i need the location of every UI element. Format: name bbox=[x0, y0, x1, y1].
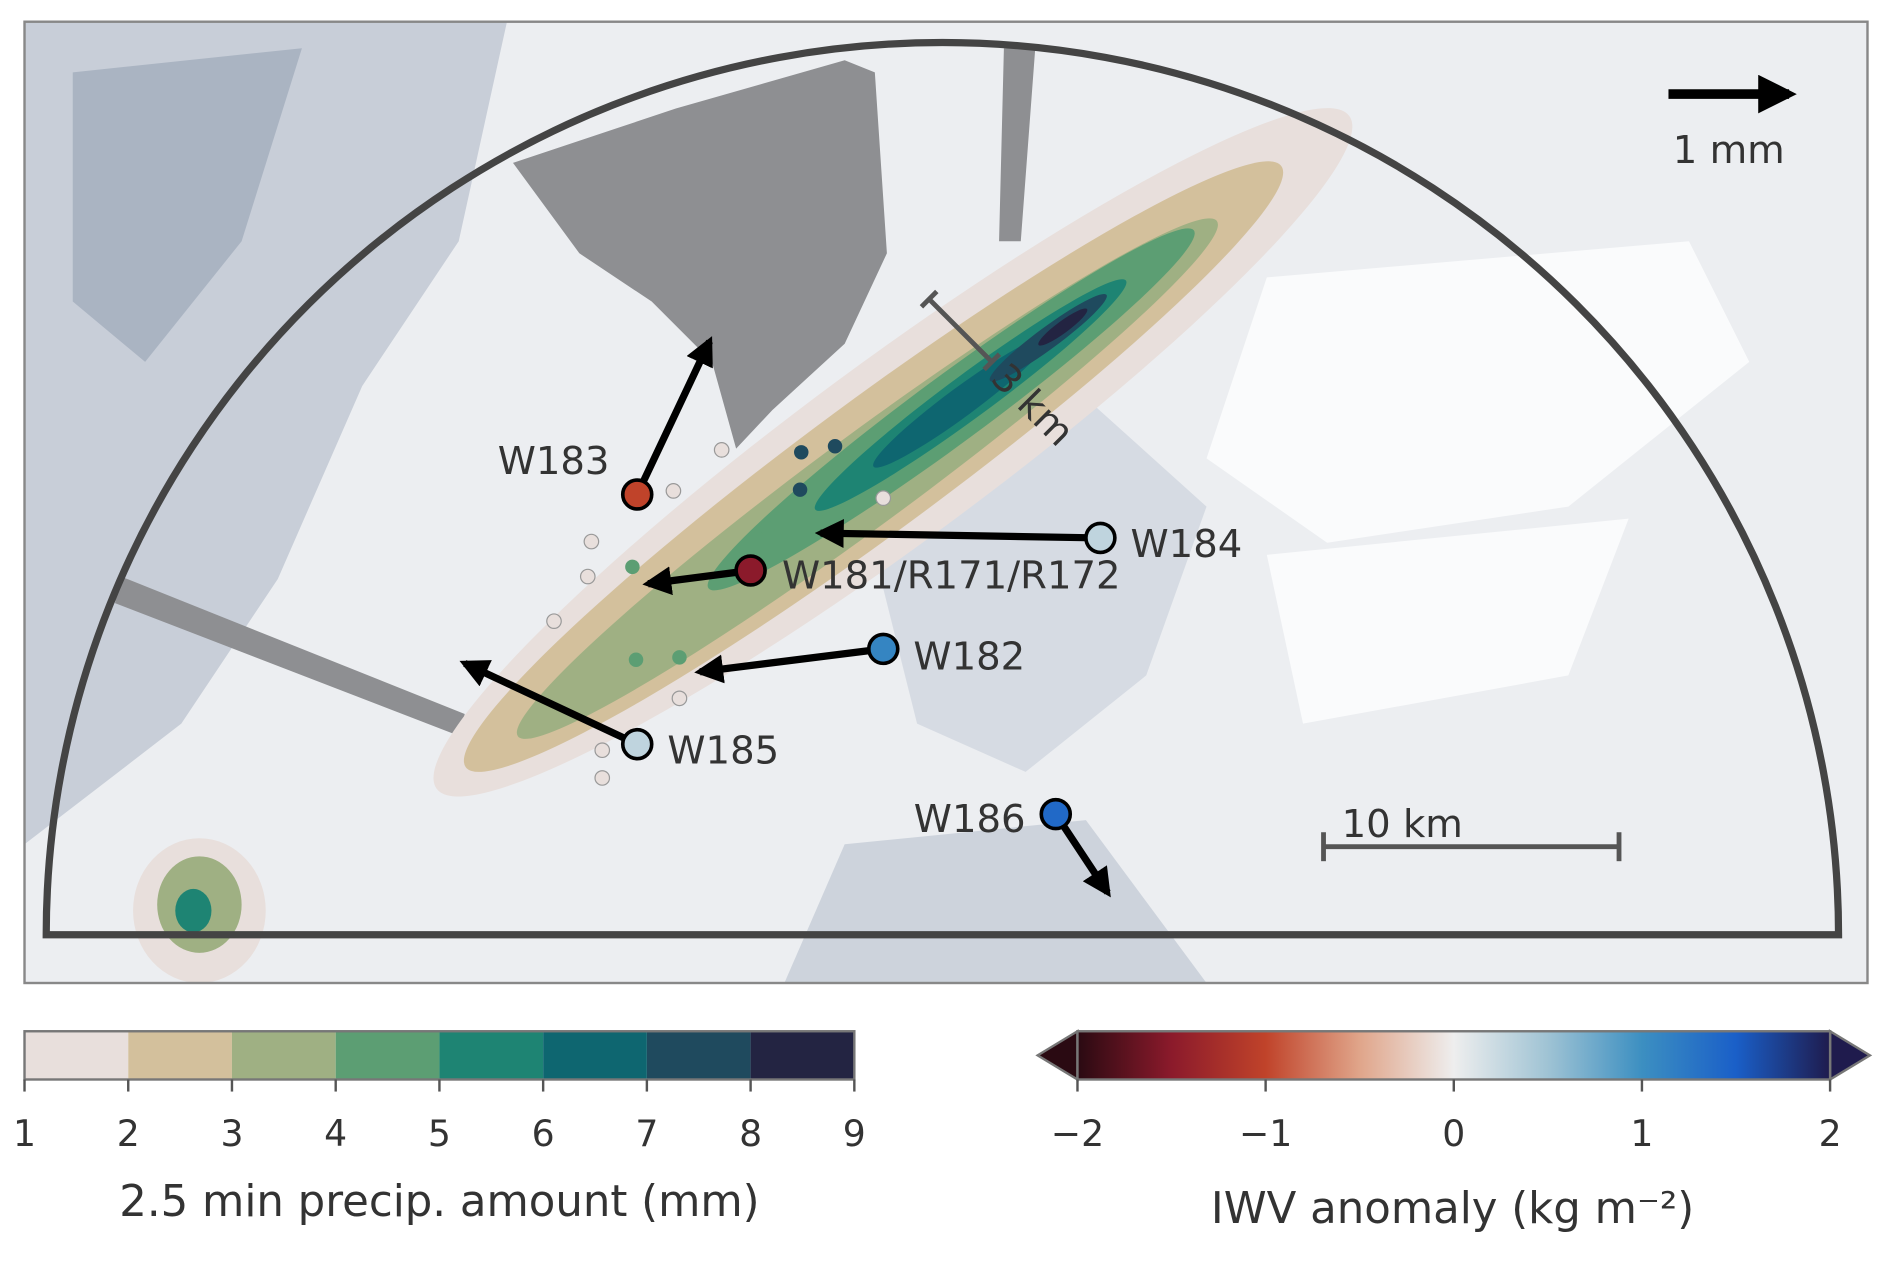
colorbar-tick-label: 1 bbox=[13, 1112, 36, 1155]
displacement-arrow bbox=[633, 336, 713, 497]
map-frame bbox=[23, 20, 1869, 985]
station-label: W182 bbox=[913, 634, 1025, 679]
colorbar-segment bbox=[24, 1031, 129, 1080]
scale-bar bbox=[1321, 832, 1622, 862]
scale-bar bbox=[919, 289, 1002, 372]
station bbox=[734, 554, 767, 587]
station-label: W185 bbox=[667, 728, 779, 773]
colorbar-tick-label: 3 bbox=[220, 1112, 243, 1155]
station bbox=[1039, 797, 1073, 831]
station bbox=[620, 478, 654, 511]
colorbar-tick-label: 6 bbox=[532, 1112, 555, 1155]
reference-arrow-label: 1 mm bbox=[1673, 128, 1785, 173]
colorbar-label: 2.5 min precip. amount (mm) bbox=[119, 1177, 759, 1227]
station-label: W186 bbox=[914, 797, 1026, 842]
colorbar-tick-label: 1 bbox=[1630, 1112, 1653, 1155]
station-label: W184 bbox=[1131, 522, 1243, 567]
colorbar-segment bbox=[543, 1031, 647, 1080]
colorbar-segment bbox=[335, 1031, 440, 1080]
station-label: W183 bbox=[498, 439, 610, 484]
displacement-arrow bbox=[814, 519, 1101, 548]
colorbar-tick-label: −2 bbox=[1051, 1112, 1104, 1155]
colorbar-segment bbox=[750, 1031, 855, 1080]
colorbar-tick-label: 2 bbox=[1819, 1112, 1842, 1155]
scale-bar-label: 10 km bbox=[1342, 802, 1463, 847]
scale-bar-line bbox=[927, 297, 994, 364]
colorbar-segment bbox=[646, 1031, 751, 1080]
map-background bbox=[24, 21, 1868, 984]
colorbar-tick-label: 0 bbox=[1442, 1112, 1465, 1155]
station bbox=[620, 727, 654, 761]
colorbar-label: IWV anomaly (kg m⁻²) bbox=[1211, 1184, 1694, 1234]
colorbar-gradient bbox=[1076, 1030, 1832, 1081]
colorbar-extend-high bbox=[1828, 1029, 1873, 1082]
colorbar-tick-label: −1 bbox=[1239, 1112, 1292, 1155]
displacement-arrow bbox=[459, 660, 639, 748]
colorbar-tick-label: 5 bbox=[428, 1112, 451, 1155]
colorbar-tick-label: 2 bbox=[117, 1112, 140, 1155]
colorbar-tick-label: 4 bbox=[324, 1112, 347, 1155]
station-label: W181/R171/R172 bbox=[782, 554, 1121, 599]
domain-outline bbox=[42, 38, 1843, 939]
displacement-arrow bbox=[642, 566, 752, 596]
colorbar-segment bbox=[231, 1031, 336, 1080]
station bbox=[1084, 521, 1117, 555]
colorbar-segment bbox=[128, 1031, 232, 1080]
colorbar-tick-label: 9 bbox=[843, 1112, 866, 1155]
colorbar-segment bbox=[439, 1031, 544, 1080]
scale-bar-cap bbox=[982, 352, 1002, 372]
scale-bar-cap bbox=[919, 289, 939, 309]
colorbar-tick-label: 7 bbox=[635, 1112, 658, 1155]
displacement-arrow bbox=[694, 645, 884, 684]
station bbox=[866, 632, 900, 666]
colorbar-extend-low bbox=[1035, 1029, 1079, 1082]
colorbar-tick-label: 8 bbox=[739, 1112, 762, 1155]
